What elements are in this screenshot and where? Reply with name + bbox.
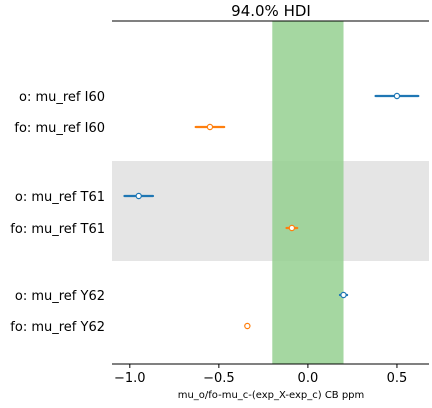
mean-marker xyxy=(206,123,214,131)
chart-title: 94.0% HDI xyxy=(231,2,311,20)
hdi-band xyxy=(272,21,344,364)
y-tick-label: fo: mu_ref T61 xyxy=(10,222,105,237)
group-shade-t61 xyxy=(112,161,429,261)
y-tick-label: o: mu_ref I60 xyxy=(19,90,105,105)
mean-marker xyxy=(393,92,401,100)
x-tick-label: −0.5 xyxy=(203,371,235,386)
y-tick-label: o: mu_ref Y62 xyxy=(15,289,105,304)
y-tick-label: fo: mu_ref I60 xyxy=(14,121,105,136)
mean-marker xyxy=(288,224,296,232)
mean-marker xyxy=(135,192,142,200)
x-tick-label: 0.5 xyxy=(387,371,408,386)
x-tick-label: −1.0 xyxy=(114,371,146,386)
mean-marker xyxy=(340,291,347,299)
y-tick-label: o: mu_ref T61 xyxy=(15,190,105,205)
x-axis-label: mu_o/fo-mu_c-(exp_X-exp_c) CB ppm xyxy=(178,390,365,401)
x-tick-label: 0.0 xyxy=(298,371,319,386)
mean-marker xyxy=(244,322,251,330)
y-tick-label: fo: mu_ref Y62 xyxy=(10,320,105,335)
